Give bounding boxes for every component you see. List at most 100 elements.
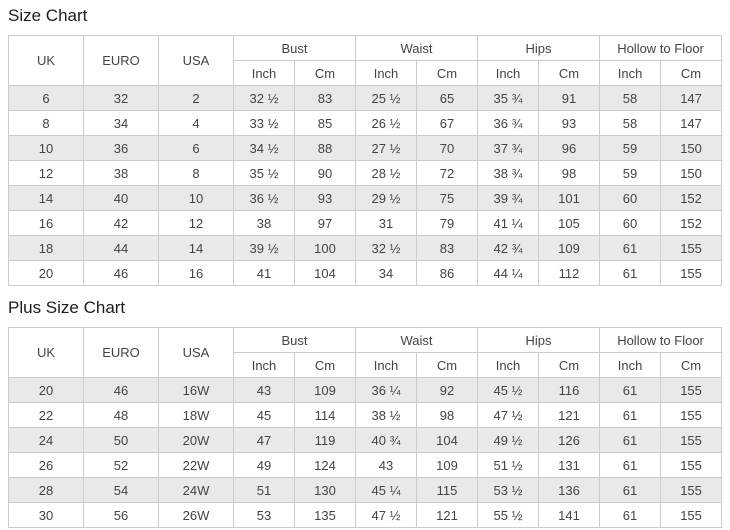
table-cell: 61: [599, 427, 662, 453]
table-cell: 45: [233, 402, 295, 428]
unit-header-inch: Inch: [477, 352, 540, 378]
table-cell: 46: [83, 377, 159, 403]
table-cell: 25 ½: [355, 85, 418, 111]
table-row: 6 32 2 32 ½ 83 25 ½ 65 35 ¾ 91 58 147: [8, 85, 723, 111]
column-header-usa: USA: [158, 35, 234, 86]
table-cell: 24W: [158, 477, 234, 503]
column-header-usa: USA: [158, 327, 234, 378]
table-cell: 52: [83, 452, 159, 478]
unit-header-inch: Inch: [233, 60, 295, 86]
table-cell: 20W: [158, 427, 234, 453]
table-cell: 115: [416, 477, 479, 503]
group-header-hollow-to-floor: Hollow to Floor: [599, 327, 723, 353]
table-cell: 32 ½: [233, 85, 295, 111]
table-cell: 20: [8, 377, 84, 403]
unit-header-inch: Inch: [599, 60, 662, 86]
table-cell: 43: [233, 377, 295, 403]
group-header-bust: Bust: [232, 35, 357, 61]
plus-size-chart-table: UK EURO USA Bust Waist Hips Hollow to Floor Inc…: [8, 327, 723, 528]
column-header-uk: UK: [8, 35, 84, 86]
table-cell: 109: [538, 235, 601, 261]
table-cell: 39 ½: [233, 235, 295, 261]
table-cell: 28: [8, 477, 84, 503]
unit-header-cm: Cm: [660, 352, 723, 378]
table-cell: 26 ½: [355, 110, 418, 136]
table-cell: 85: [293, 110, 357, 136]
table-cell: 60: [599, 210, 662, 236]
table-row: 18 44 14 39 ½ 100 32 ½ 83 42 ¾ 109 61 155: [8, 235, 723, 261]
table-cell: 53: [233, 502, 295, 528]
table-cell: 147: [660, 110, 723, 136]
table-cell: 101: [538, 185, 601, 211]
table-cell: 51 ½: [477, 452, 540, 478]
table-cell: 61: [599, 452, 662, 478]
table-cell: 47 ½: [477, 402, 540, 428]
table-cell: 150: [660, 135, 723, 161]
table-cell: 119: [293, 427, 357, 453]
table-cell: 48: [83, 402, 159, 428]
table-cell: 109: [416, 452, 479, 478]
table-cell: 155: [660, 452, 723, 478]
table-cell: 124: [293, 452, 357, 478]
table-cell: 22W: [158, 452, 234, 478]
table-cell: 104: [416, 427, 479, 453]
table-cell: 47: [233, 427, 295, 453]
table-cell: 105: [538, 210, 601, 236]
group-header-hollow-to-floor: Hollow to Floor: [599, 35, 723, 61]
table-cell: 58: [599, 85, 662, 111]
table-row: 28 54 24W 51 130 45 ¼ 115 53 ½ 136 61 155: [8, 477, 723, 503]
table-body: 20 46 16W 43 109 36 ¼ 92 45 ½ 116 61 155 22 48 18W 45 1…: [8, 377, 723, 528]
unit-header-inch: Inch: [233, 352, 295, 378]
table-cell: 75: [416, 185, 479, 211]
table-cell: 37 ¾: [477, 135, 540, 161]
unit-header-cm: Cm: [538, 60, 601, 86]
table-cell: 131: [538, 452, 601, 478]
table-cell: 141: [538, 502, 601, 528]
unit-header-inch: Inch: [355, 60, 418, 86]
table-cell: 61: [599, 402, 662, 428]
table-cell: 42 ¾: [477, 235, 540, 261]
unit-header-cm: Cm: [416, 352, 479, 378]
table-cell: 45 ¼: [355, 477, 418, 503]
table-row: 10 36 6 34 ½ 88 27 ½ 70 37 ¾ 96 59 150: [8, 135, 723, 161]
unit-header-inch: Inch: [477, 60, 540, 86]
table-row: 14 40 10 36 ½ 93 29 ½ 75 39 ¾ 101 60 152: [8, 185, 723, 211]
table-cell: 35 ¾: [477, 85, 540, 111]
table-cell: 38 ¾: [477, 160, 540, 186]
header-row-groups: UK EURO USA Bust Waist Hips Hollow to Floor: [8, 35, 723, 86]
table-cell: 88: [293, 135, 357, 161]
plus-size-chart-title: Plus Size Chart: [8, 298, 126, 317]
table-cell: 28 ½: [355, 160, 418, 186]
table-cell: 152: [660, 210, 723, 236]
table-cell: 90: [293, 160, 357, 186]
table-cell: 58: [599, 110, 662, 136]
table-cell: 36 ¾: [477, 110, 540, 136]
table-row: 20 46 16W 43 109 36 ¼ 92 45 ½ 116 61 155: [8, 377, 723, 403]
unit-header-cm: Cm: [293, 60, 357, 86]
table-cell: 150: [660, 160, 723, 186]
table-cell: 155: [660, 402, 723, 428]
table-cell: 91: [538, 85, 601, 111]
table-cell: 2: [158, 85, 234, 111]
unit-header-cm: Cm: [416, 60, 479, 86]
table-cell: 46: [83, 260, 159, 286]
table-cell: 49: [233, 452, 295, 478]
table-cell: 155: [660, 260, 723, 286]
table-cell: 10: [8, 135, 84, 161]
table-cell: 20: [8, 260, 84, 286]
table-cell: 4: [158, 110, 234, 136]
table-cell: 32: [83, 85, 159, 111]
table-cell: 16W: [158, 377, 234, 403]
table-cell: 83: [416, 235, 479, 261]
column-header-euro: EURO: [83, 35, 159, 86]
table-cell: 147: [660, 85, 723, 111]
table-cell: 14: [158, 235, 234, 261]
table-cell: 116: [538, 377, 601, 403]
unit-header-cm: Cm: [660, 60, 723, 86]
table-cell: 41: [233, 260, 295, 286]
table-cell: 61: [599, 235, 662, 261]
table-body: 6 32 2 32 ½ 83 25 ½ 65 35 ¾ 91 58 147 8 34 4 33 ½ 85 26 …: [8, 85, 723, 286]
table-cell: 104: [293, 260, 357, 286]
table-cell: 16: [158, 260, 234, 286]
table-cell: 130: [293, 477, 357, 503]
